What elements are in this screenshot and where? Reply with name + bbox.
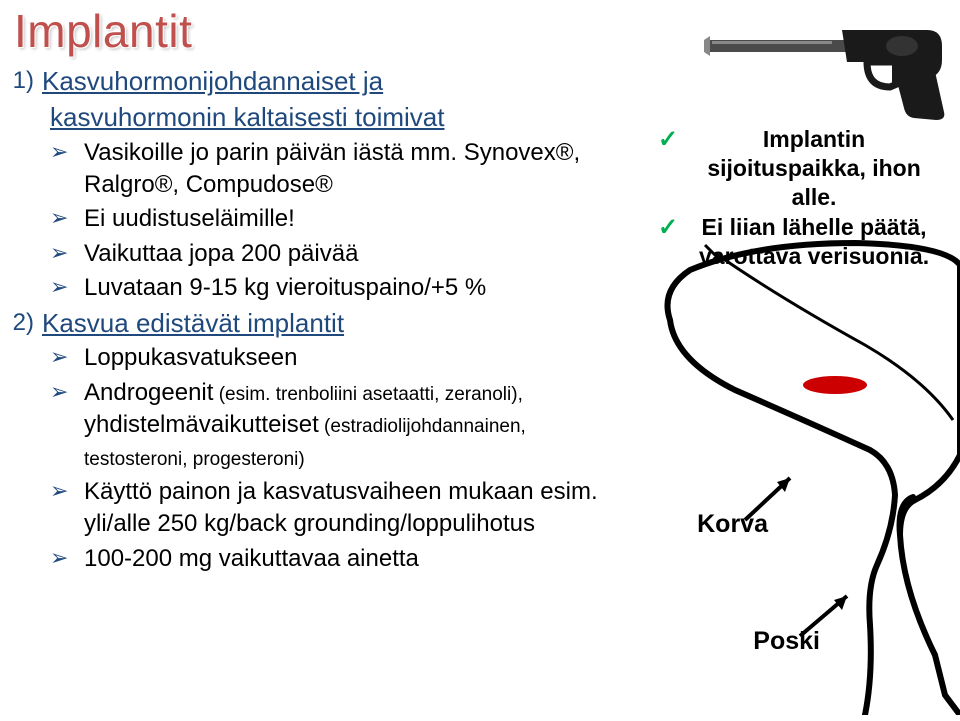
num-marker: 1) <box>0 65 42 96</box>
section-heading-line2: kasvuhormonin kaltaisesti toimivat <box>50 101 630 135</box>
placement-text-1: Implantin sijoituspaikka, ihon alle. <box>684 125 944 211</box>
slide-title: Implantit <box>14 4 192 58</box>
content-right: ✓ Implantin sijoituspaikka, ihon alle. ✓… <box>640 0 960 721</box>
implant-gun-image <box>702 2 952 122</box>
section-heading: Kasvuhormonijohdannaiset ja <box>42 65 630 99</box>
check-icon: ✓ <box>658 125 678 155</box>
arrow-icon: ➢ <box>50 272 84 303</box>
bullet-small: (esim. trenboliini asetaatti, zeranoli), <box>213 384 522 405</box>
slide: Implantit 1) Kasvuhormonijohdannaiset ja… <box>0 0 960 721</box>
arrow-icon: ➢ <box>50 342 84 373</box>
arrow-icon: ➢ <box>50 137 84 168</box>
list-number-1: 1) Kasvuhormonijohdannaiset ja <box>0 65 630 99</box>
section-heading: Kasvua edistävät implantit <box>42 307 630 341</box>
bullet-item: ➢ Androgeenit (esim. trenboliini asetaat… <box>50 377 630 474</box>
bullet-item: ➢ Vaikuttaa jopa 200 päivää <box>50 238 630 270</box>
arrow-icon: ➢ <box>50 203 84 234</box>
bullet-text: Ei uudistuseläimille! <box>84 203 295 235</box>
arrow-icon: ➢ <box>50 543 84 574</box>
bullet-item: ➢ Vasikoille jo parin päivän iästä mm. S… <box>50 137 630 202</box>
bullet-text: Vaikuttaa jopa 200 päivää <box>84 238 358 270</box>
bullet-text: Vasikoille jo parin päivän iästä mm. Syn… <box>84 137 630 202</box>
label-poski: Poski <box>753 627 820 656</box>
bullet-item: ➢ Loppukasvatukseen <box>50 342 630 374</box>
bullet-text: Loppukasvatukseen <box>84 342 298 374</box>
bullet-item: ➢ Ei uudistuseläimille! <box>50 203 630 235</box>
arrow-icon: ➢ <box>50 238 84 269</box>
bullet-text: 100-200 mg vaikuttavaa ainetta <box>84 543 419 575</box>
check-line-1: ✓ Implantin sijoituspaikka, ihon alle. <box>646 125 956 211</box>
bullet-main: Androgeenit <box>84 379 213 406</box>
arrow-icon: ➢ <box>50 476 84 507</box>
bullet-text-mixed: Androgeenit (esim. trenboliini asetaatti… <box>84 377 630 474</box>
bullet-main2: yhdistelmävaikutteiset <box>84 411 319 438</box>
bullet-item: ➢ Käyttö painon ja kasvatusvaiheen mukaa… <box>50 476 630 541</box>
bullet-item: ➢ Luvataan 9-15 kg vieroituspaino/+5 % <box>50 272 630 304</box>
content-left: 1) Kasvuhormonijohdannaiset ja kasvuhorm… <box>0 65 630 577</box>
bullet-text: Luvataan 9-15 kg vieroituspaino/+5 % <box>84 272 486 304</box>
num-marker: 2) <box>0 307 42 338</box>
bullet-text: Käyttö painon ja kasvatusvaiheen mukaan … <box>84 476 630 541</box>
list-number-2: 2) Kasvua edistävät implantit <box>0 307 630 341</box>
label-korva: Korva <box>697 510 768 539</box>
arrow-icon: ➢ <box>50 377 84 408</box>
bullet-item: ➢ 100-200 mg vaikuttavaa ainetta <box>50 543 630 575</box>
